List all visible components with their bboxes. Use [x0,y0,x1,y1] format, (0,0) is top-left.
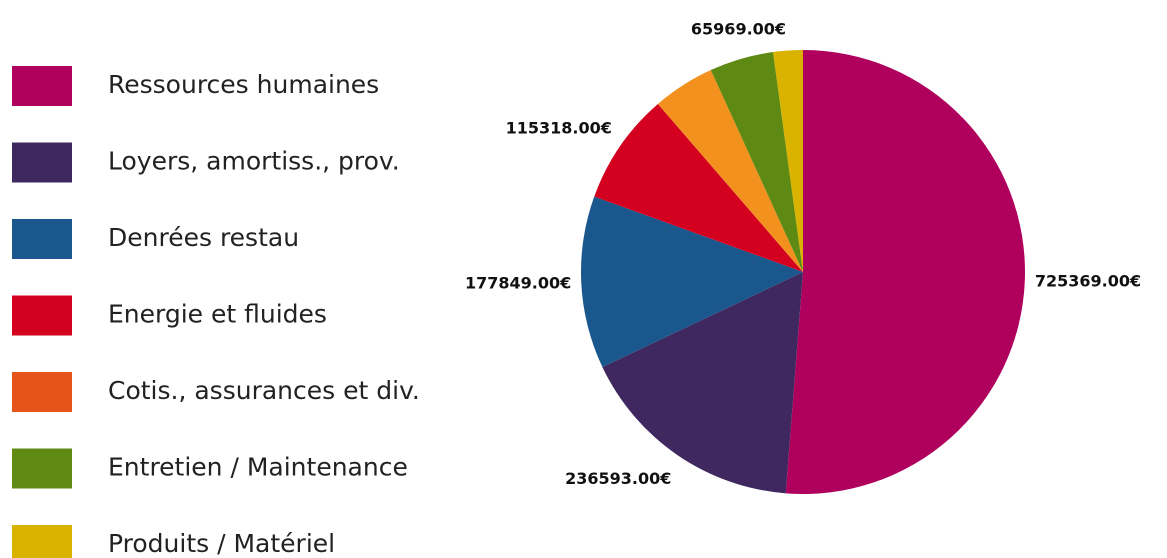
pie-slice [602,272,803,494]
pie-slice [594,103,803,272]
pie-slice [657,70,803,272]
pie-slice [581,196,803,368]
legend-swatch [12,142,72,183]
value-label: 725369.00€ [1035,271,1141,290]
legend-label: Energie et fluides [108,300,327,329]
pie-slice [785,50,1025,494]
pie-slice [773,50,803,272]
legend-label: Denrées restau [108,223,299,252]
legend-label: Entretien / Maintenance [108,453,408,482]
legend-swatch [12,219,72,259]
value-label: 177849.00€ [465,274,571,293]
legend-swatch [12,66,72,106]
legend-swatch [12,295,72,336]
legend-label: Produits / Matériel [108,529,335,558]
value-label: 65969.00€ [691,19,786,38]
value-label: 236593.00€ [565,469,671,488]
legend-swatch [12,525,72,558]
legend-label: Ressources humaines [108,70,379,99]
value-label: 115318.00€ [506,119,612,138]
legend-label: Loyers, amortiss., prov. [108,147,400,176]
legend-swatch [12,372,72,412]
legend-label: Cotis., assurances et div. [108,376,420,405]
pie-slice [710,52,803,273]
legend-swatch [12,448,72,489]
